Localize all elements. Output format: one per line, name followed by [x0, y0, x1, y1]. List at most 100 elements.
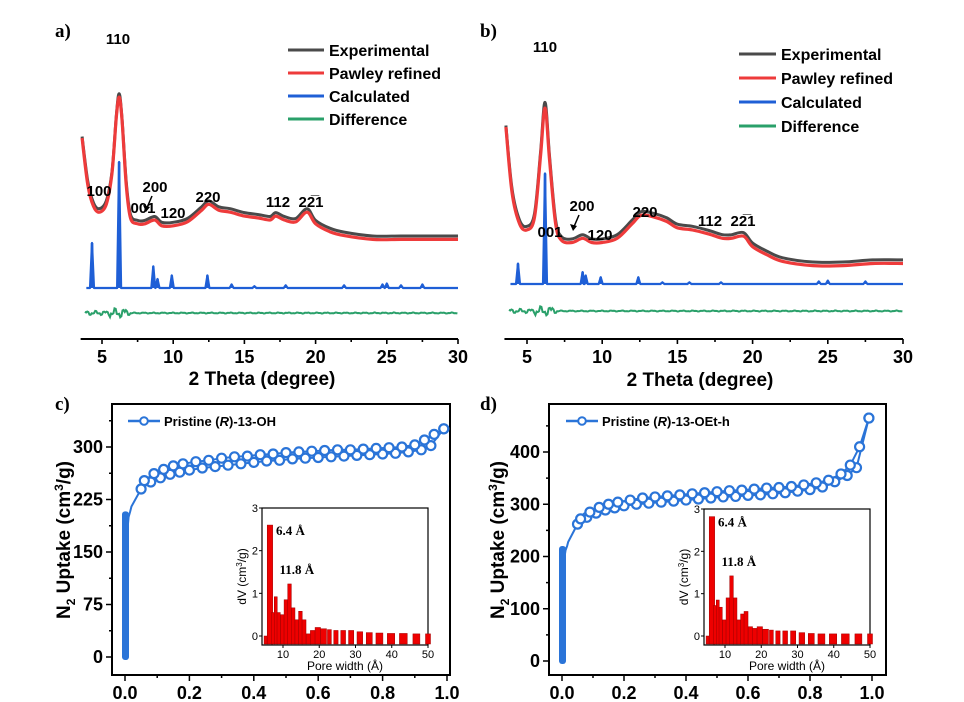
pore-bar-d	[817, 633, 826, 645]
desorption-point-d	[686, 488, 698, 500]
peak-label-a-110: 110	[106, 31, 130, 48]
pore-bar-c	[320, 628, 327, 645]
adsorption-point-c	[235, 458, 247, 470]
pore-bar-d	[790, 630, 797, 645]
desorption-point-c	[158, 463, 170, 475]
peak-label-a-200: 200	[142, 179, 167, 196]
inset-ytick-label-c-0: 0	[252, 631, 258, 643]
desorption-point-d	[574, 513, 587, 525]
pore-bar-d	[841, 633, 850, 645]
inset-ytick-label-d-1: 1	[694, 589, 700, 601]
xtick-label-a-15: 15	[234, 347, 254, 367]
xtick-label-d-1: 1.0	[859, 683, 884, 702]
ytick-label-d-300: 300	[510, 494, 540, 514]
pore-bar-c	[375, 632, 384, 645]
desorption-point-c	[383, 442, 395, 454]
pore-bar-d	[798, 632, 805, 645]
adsorption-point-c	[338, 450, 350, 462]
desorption-point-d	[863, 412, 875, 424]
legend-c-marker	[139, 416, 149, 426]
inset-xtick-label-c-30: 30	[349, 649, 361, 661]
xtick-label-c-0.8: 0.8	[370, 683, 395, 702]
inset-xtick-label-d-40: 40	[828, 649, 840, 661]
adsorption-point-c	[248, 456, 260, 468]
legend-a: Experimental Pawley refined Calculated D…	[288, 43, 441, 129]
pore-bar-c	[287, 583, 292, 645]
legend-d: Pristine (R)-13-OEt-h	[566, 414, 730, 429]
desorption-point-c	[344, 444, 356, 456]
desorption-point-d	[612, 496, 624, 508]
desorption-point-c	[396, 441, 408, 453]
peak-label-a-220: 220	[195, 189, 220, 206]
desorption-point-d	[723, 485, 736, 497]
xtick-label-b-30: 30	[893, 347, 913, 367]
desorption-point-d	[760, 482, 773, 494]
desorption-point-d	[698, 487, 711, 499]
ytick-label-c-150: 150	[73, 542, 103, 562]
desorption-point-c	[216, 452, 228, 464]
xtick-label-a-10: 10	[163, 347, 183, 367]
xaxis-title-a: 2 Theta (degree)	[189, 369, 336, 390]
arrowhead-200-b	[570, 224, 577, 231]
inset-xlabel-c: Pore width (Å)	[307, 658, 383, 673]
inset-xtick-label-c-20: 20	[313, 649, 325, 661]
desorption-point-c	[418, 434, 431, 446]
ytick-label-d-200: 200	[510, 547, 540, 567]
xrd-plot-b: 5 10 15 20 25 30 110 001 200 120 220 112 22̅1	[504, 39, 913, 367]
inset-ylabel-d: dV (cm3/g)	[677, 549, 691, 605]
panel-label-a: a)	[55, 21, 71, 42]
adsorption-point-c	[261, 455, 273, 467]
xtick-label-b-20: 20	[743, 347, 763, 367]
adsorption-point-c	[209, 461, 221, 473]
pore-bar-c	[305, 633, 311, 645]
pore-bar-c	[280, 614, 285, 645]
yaxis-title-c: N2 Uptake (cm3/g)	[52, 461, 78, 619]
desorption-point-d	[773, 481, 785, 494]
desorption-point-c	[148, 468, 160, 480]
desorption-point-c	[267, 448, 279, 460]
series-difference-b	[508, 305, 903, 318]
arrowhead-200-a	[143, 205, 150, 212]
inset-xtick-label-d-30: 30	[791, 649, 803, 661]
pore-bar-d	[752, 628, 758, 645]
desorption-point-d	[835, 468, 847, 480]
peak-label-b-200: 200	[569, 198, 594, 215]
desorption-point-d	[584, 506, 596, 518]
legend-a-label-difference: Difference	[329, 112, 407, 129]
inset-annotation-d-1: 11.8 Å	[722, 554, 757, 569]
desorption-point-d	[711, 486, 723, 498]
inset-xtick-label-d-50: 50	[864, 649, 876, 661]
xtick-label-a-20: 20	[306, 347, 326, 367]
desorption-point-c	[228, 451, 241, 463]
inset-xtick-label-d-10: 10	[719, 649, 731, 661]
inset-xlabel-d: Pore width (Å)	[749, 658, 825, 673]
panel-label-c: c)	[55, 394, 70, 415]
inset-d: 0 1 2 3 10 20 30 40 50 Pore width (Å) dV (cm3/g) 6.…	[677, 504, 876, 673]
desorption-point-c	[138, 475, 150, 487]
inset-xtick-label-c-10: 10	[277, 649, 289, 661]
desorption-point-c	[203, 454, 215, 466]
peak-label-a-120: 120	[160, 205, 185, 222]
pore-bar-c	[412, 633, 421, 645]
pore-bar-c	[399, 633, 408, 645]
desorption-point-c	[438, 423, 450, 435]
desorption-point-d	[674, 489, 686, 501]
pore-bar-d	[743, 611, 749, 645]
pore-bar-d	[722, 619, 727, 645]
legend-a-label-calculated: Calculated	[329, 89, 410, 106]
panel-label-d: d)	[480, 394, 497, 415]
pore-bar-c	[387, 633, 395, 645]
pore-bar-d	[729, 575, 734, 645]
peak-label-b-221: 22̅1	[730, 213, 755, 230]
desorption-point-c	[331, 444, 344, 456]
peak-label-a-001: 001	[130, 200, 155, 217]
pore-bar-d	[756, 626, 763, 645]
legend-d-marker	[577, 416, 587, 426]
desorption-point-d	[748, 483, 760, 495]
peak-label-a-221: 22̅1	[298, 194, 323, 211]
xtick-label-c-1: 1.0	[434, 683, 459, 702]
legend-b-label-difference: Difference	[781, 119, 859, 136]
peak-label-a-100: 100	[86, 183, 111, 200]
adsorption-point-c	[312, 451, 324, 464]
yaxis-title-d: N2 Uptake (cm3/g)	[486, 461, 512, 619]
